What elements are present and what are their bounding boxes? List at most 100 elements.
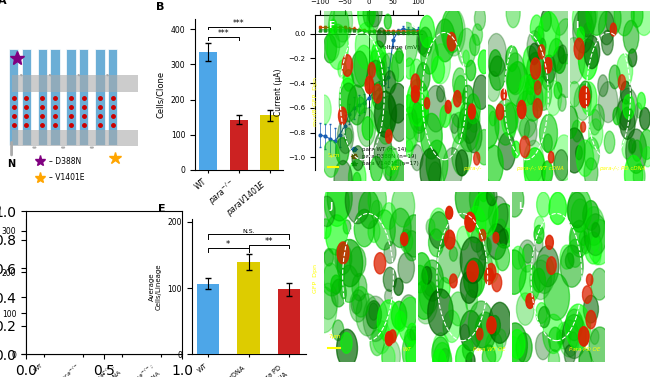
Circle shape [460,102,473,129]
Circle shape [621,81,631,104]
Circle shape [541,9,551,31]
Circle shape [329,5,349,48]
Circle shape [381,96,396,129]
Circle shape [333,320,344,341]
Text: mcd8-GFP  Dpn: mcd8-GFP Dpn [313,77,318,126]
Bar [33,274,55,354]
Circle shape [399,114,417,152]
Bar [261,115,279,170]
Circle shape [460,311,482,351]
Circle shape [402,107,418,139]
Circle shape [343,220,351,234]
Circle shape [404,58,415,79]
Circle shape [633,164,645,189]
Circle shape [318,283,338,319]
Circle shape [574,84,591,120]
Circle shape [362,117,373,140]
Circle shape [384,150,396,176]
Circle shape [345,177,370,224]
Circle shape [473,24,482,45]
Circle shape [400,233,408,246]
Circle shape [586,274,593,286]
Text: N: N [7,159,16,169]
Circle shape [413,104,426,131]
Circle shape [417,63,430,91]
Circle shape [424,98,430,109]
Circle shape [525,119,537,146]
Circle shape [478,105,499,148]
Circle shape [351,51,368,87]
Circle shape [456,176,479,219]
Circle shape [344,128,352,144]
Circle shape [413,265,428,293]
Circle shape [580,86,590,108]
Circle shape [371,89,392,133]
Circle shape [629,138,636,153]
Circle shape [532,268,545,292]
Bar [12,75,138,92]
Circle shape [352,274,367,301]
Circle shape [512,141,520,158]
Legend: para WT (n=14), para D388N (n=19), para V1401E (n=17): para WT (n=14), para D388N (n=19), para … [350,146,420,167]
Circle shape [613,107,621,125]
Circle shape [618,88,638,130]
Circle shape [435,19,455,62]
Circle shape [384,14,391,29]
Circle shape [506,336,520,363]
Circle shape [542,55,556,83]
Circle shape [530,76,547,111]
Circle shape [350,290,367,322]
Circle shape [378,111,393,144]
Circle shape [643,147,650,167]
Circle shape [423,267,439,296]
Circle shape [385,290,393,303]
Circle shape [553,135,575,181]
Text: WT: WT [402,347,411,352]
Circle shape [433,349,446,374]
Circle shape [591,268,608,300]
Circle shape [389,83,408,123]
Circle shape [467,261,478,282]
Bar [72,332,94,354]
Circle shape [573,0,592,40]
Circle shape [572,120,582,142]
Circle shape [330,19,337,34]
Circle shape [449,247,458,261]
Text: E: E [157,204,165,214]
Circle shape [629,140,635,154]
Circle shape [354,209,374,247]
Circle shape [411,74,420,93]
Circle shape [502,250,526,294]
Circle shape [640,130,650,159]
Circle shape [527,31,542,63]
Circle shape [560,245,583,287]
Circle shape [549,38,564,72]
Circle shape [581,236,591,254]
Circle shape [489,196,508,232]
Circle shape [366,301,382,329]
Circle shape [343,70,354,91]
Circle shape [371,200,382,221]
Circle shape [450,274,457,288]
Circle shape [429,212,449,248]
Circle shape [440,105,450,127]
Text: L: L [518,202,523,211]
Circle shape [582,286,592,303]
Bar [66,49,76,145]
Circle shape [337,239,363,287]
Circle shape [614,0,634,36]
Circle shape [538,12,560,57]
Circle shape [530,15,543,42]
Circle shape [369,303,378,320]
Circle shape [377,28,386,47]
Text: ***: *** [136,261,146,267]
Circle shape [584,35,600,69]
Circle shape [466,206,486,243]
Circle shape [419,15,435,48]
Circle shape [411,145,423,171]
Circle shape [463,339,474,360]
Text: F: F [328,21,335,31]
Circle shape [331,275,341,294]
Circle shape [496,104,504,120]
Circle shape [479,185,488,202]
